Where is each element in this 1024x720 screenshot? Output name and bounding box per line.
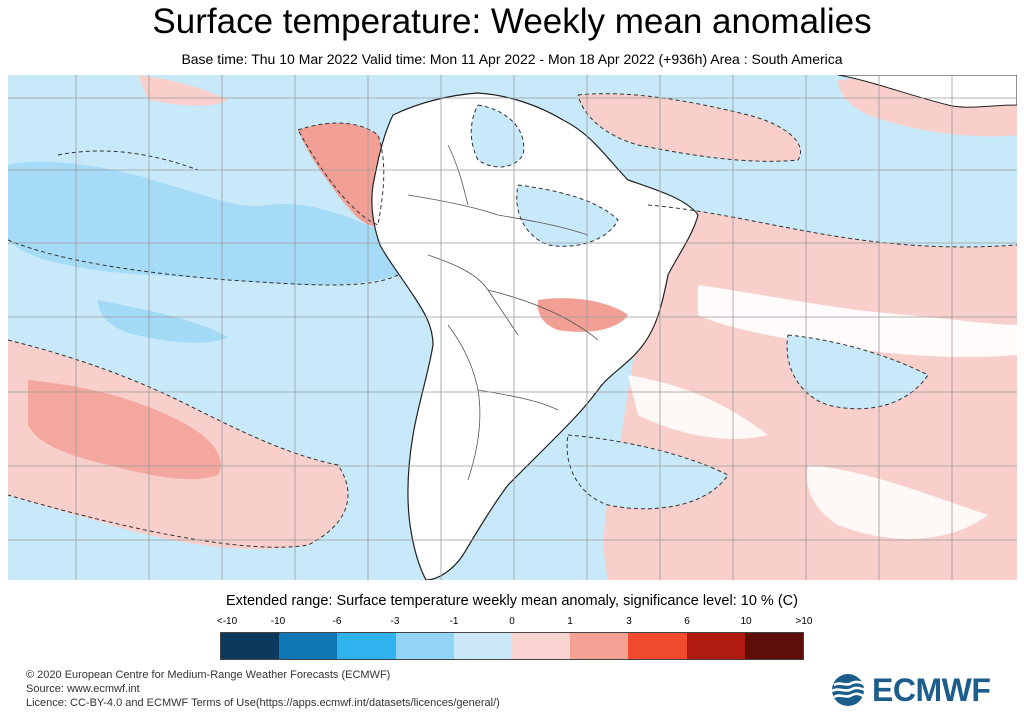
legend-tick: 1 [567, 616, 573, 627]
legend-tick: -3 [390, 616, 400, 627]
map-title: Surface temperature: Weekly mean anomali… [152, 2, 872, 41]
pacific-cold-patch [8, 161, 398, 285]
lat-lon-grid [8, 75, 1017, 580]
legend-tick: 0 [509, 616, 515, 627]
legend-tick: >10 [795, 616, 813, 627]
legend-tick: -1 [449, 616, 459, 627]
atlantic-white-band [698, 285, 1017, 357]
map-subtitle: Base time: Thu 10 Mar 2022 Valid time: M… [181, 51, 843, 67]
legend-swatch [221, 633, 280, 659]
peru-coast-warm-anomaly [298, 123, 384, 226]
anomaly-map[interactable] [8, 75, 1017, 580]
legend-swatch [453, 633, 513, 659]
legend-tick: 10 [740, 616, 752, 627]
legend-swatch [337, 633, 396, 659]
legend-swatch [279, 633, 338, 659]
legend-swatch [686, 633, 745, 659]
central-america-landmass [837, 75, 1017, 108]
legend-tick: <-10 [216, 616, 238, 627]
north-atlantic-warm-patch [578, 93, 801, 162]
legend-swatch [628, 633, 687, 659]
brazil-cold-patch [516, 185, 618, 247]
legend-ticks: <-10 -10 -6 -3 -1 0 1 3 6 10 >10 [190, 616, 830, 630]
legend-swatch [395, 633, 454, 659]
legend-swatch [512, 633, 571, 659]
south-america-landmass [371, 92, 699, 580]
legend-tick: -6 [332, 616, 342, 627]
licence-line: Licence: CC-BY-4.0 and ECMWF Terms of Us… [26, 697, 500, 709]
logo-wordmark: ECMWF [872, 671, 991, 708]
country-borders [407, 144, 599, 481]
ecmwf-logo[interactable]: ECMWF [828, 672, 1003, 708]
legend-title: Extended range: Surface temperature week… [226, 593, 798, 609]
significance-contours [8, 93, 1017, 548]
atlantic-cold-patch [787, 335, 928, 409]
legend-colorbar [220, 632, 804, 660]
source-line: Source: www.ecmwf.int [26, 683, 140, 695]
legend-tick: 6 [684, 616, 690, 627]
footer-credits: © 2020 European Centre for Medium-Range … [26, 668, 500, 710]
map-canvas [8, 75, 1017, 580]
brazil-warm-patch [537, 298, 628, 332]
pacific-cold-streak [98, 300, 228, 343]
amazon-cold-patch [471, 105, 524, 167]
legend-swatch [570, 633, 629, 659]
copyright-line: © 2020 European Centre for Medium-Range … [26, 669, 391, 681]
legend-tick: 3 [626, 616, 632, 627]
atlantic-white-noise-2 [806, 465, 988, 539]
legend-swatch [744, 633, 804, 659]
south-atlantic-cold-patch [567, 435, 728, 509]
ecmwf-emblem-icon [831, 674, 866, 706]
legend-tick: -10 [270, 616, 286, 627]
